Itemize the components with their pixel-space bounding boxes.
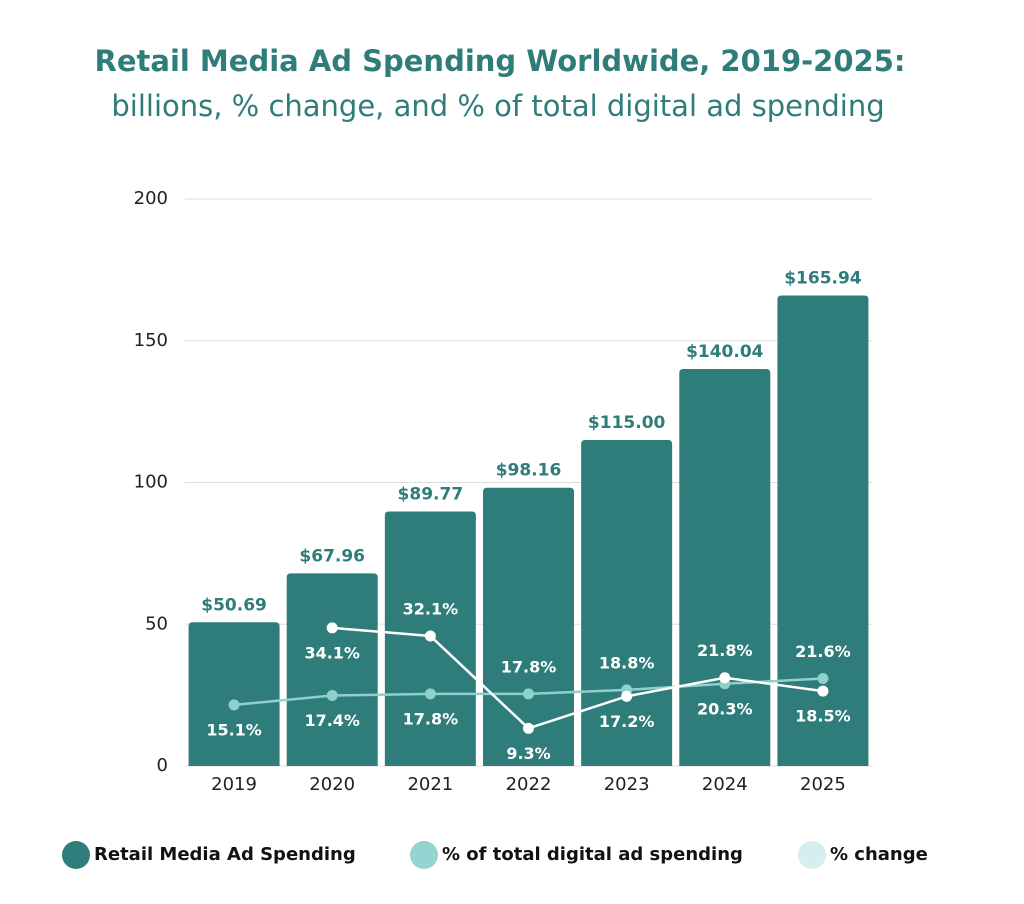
line-point [424, 688, 436, 700]
line-value-label: 9.3% [506, 744, 550, 763]
x-tick-label: 2021 [407, 774, 453, 795]
line-point [326, 622, 338, 634]
x-tick-label: 2025 [800, 774, 846, 795]
line-value-label: 32.1% [403, 599, 459, 618]
bar-value-label: $67.96 [299, 546, 365, 566]
bar-value-label: $140.04 [686, 342, 764, 362]
legend-label: Retail Media Ad Spending [94, 844, 356, 865]
x-tick-label: 2020 [309, 774, 355, 795]
bar [483, 487, 574, 766]
line-value-label: 17.2% [599, 712, 655, 731]
bar [188, 622, 280, 766]
legend-marker [62, 841, 90, 869]
bar-value-label: $165.94 [784, 269, 862, 289]
bar-value-label: $89.77 [398, 485, 464, 505]
chart-subtitle: billions, % change, and % of total digit… [111, 89, 884, 123]
bar [581, 439, 673, 766]
legend-label: % of total digital ad spending [442, 844, 743, 865]
y-tick-label: 100 [134, 472, 168, 493]
line-value-label: 17.4% [304, 711, 360, 730]
bar [679, 368, 771, 766]
x-tick-label: 2019 [211, 774, 257, 795]
bar-value-label: $115.00 [588, 413, 666, 433]
line-point [817, 673, 829, 685]
x-tick-label: 2023 [604, 774, 650, 795]
line-point [228, 699, 240, 711]
x-tick-label: 2022 [506, 774, 552, 795]
x-tick-label: 2024 [702, 774, 748, 795]
y-tick-label: 50 [145, 613, 168, 634]
bar-value-label: $50.69 [201, 595, 267, 615]
line-value-label: 18.5% [795, 707, 851, 726]
line-point [523, 688, 534, 700]
bar [286, 573, 378, 766]
y-tick-label: 200 [134, 188, 168, 209]
line-value-label: 17.8% [501, 657, 557, 676]
line-value-label: 15.1% [206, 720, 262, 739]
line-point [424, 630, 436, 642]
legend-label: % change [830, 844, 928, 865]
line-value-label: 17.8% [403, 709, 459, 728]
bar [777, 295, 869, 766]
bar-value-label: $98.16 [496, 461, 562, 481]
line-value-label: 21.8% [697, 641, 753, 660]
line-value-label: 18.8% [599, 653, 655, 672]
line-point [523, 722, 534, 734]
legend-marker [798, 841, 826, 869]
y-tick-label: 0 [157, 755, 168, 776]
line-point [719, 672, 731, 684]
line-value-label: 20.3% [697, 699, 753, 718]
line [332, 626, 824, 730]
chart-title: Retail Media Ad Spending Worldwide, 2019… [95, 44, 906, 78]
y-tick-label: 150 [134, 330, 168, 351]
line-point [326, 690, 338, 702]
line-point [817, 685, 829, 697]
line-point [621, 690, 633, 702]
line-value-label: 21.6% [795, 642, 851, 661]
line-value-label: 34.1% [304, 643, 360, 662]
legend-marker [410, 841, 438, 869]
